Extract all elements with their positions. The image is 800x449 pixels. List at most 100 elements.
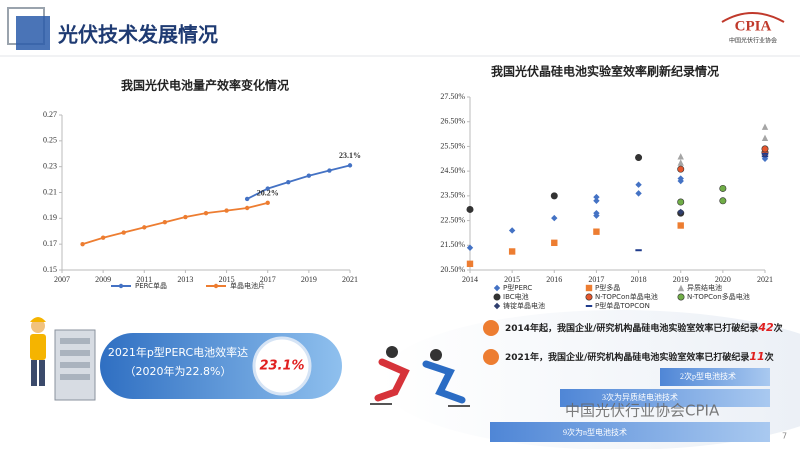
point	[677, 159, 684, 166]
pyramid-label: 3次为异质结电池技术	[602, 392, 678, 402]
record-count: 42	[757, 321, 774, 334]
record-badge	[483, 349, 499, 365]
point	[265, 186, 270, 191]
point	[286, 179, 291, 185]
record-text: 2014年起，我国企业/研究机构晶硅电池实验室效率已打破纪录	[505, 322, 758, 334]
x-tick-label: 2016	[546, 275, 562, 284]
point	[593, 228, 600, 235]
point	[761, 152, 769, 155]
y-tick-label: 0.19	[43, 213, 57, 222]
legend-label: P型多晶	[595, 283, 620, 292]
legend-swatch	[585, 293, 593, 301]
point	[347, 163, 353, 168]
y-tick-label: 27.50%	[440, 92, 465, 101]
series-line	[82, 201, 268, 246]
legend-swatch	[585, 284, 593, 292]
legend-swatch	[585, 305, 593, 307]
point	[203, 210, 209, 216]
y-tick-label: 0.15	[43, 265, 57, 274]
point	[327, 168, 332, 173]
point	[593, 209, 600, 217]
point	[508, 248, 516, 255]
y-tick-label: 0.17	[43, 239, 57, 248]
y-tick-label: 25.50%	[440, 141, 465, 150]
y-tick-label: 26.50%	[440, 117, 465, 126]
callout-text: 2021年p型PERC电池效率达	[108, 345, 248, 359]
y-tick-label: 0.21	[43, 187, 57, 196]
legend-label: N-TOPCon单晶电池	[595, 292, 658, 301]
point	[80, 241, 85, 247]
y-tick-label: 0.27	[43, 110, 57, 119]
pyramid-step	[560, 389, 770, 407]
point	[244, 205, 250, 211]
legend-label: P型单晶TOPCON	[595, 301, 650, 310]
point	[635, 154, 643, 162]
point	[719, 197, 727, 205]
record-unit: 次	[765, 351, 774, 363]
watermark: 中国光伏行业协会CPIA	[565, 402, 720, 420]
point	[551, 239, 558, 247]
point	[183, 214, 188, 220]
y-tick-label: 22.50%	[440, 215, 465, 224]
record-text: 2021年，我国企业/研究机构晶硅电池实验室效率已打破纪录	[505, 351, 749, 363]
callout-note: （2020年为22.8%）	[125, 364, 232, 378]
point	[466, 205, 474, 213]
x-tick-label: 2009	[95, 275, 111, 284]
legend-swatch	[677, 284, 685, 292]
pyramid-step	[490, 422, 770, 442]
logo-subtitle: 中国光伏行业协会	[729, 37, 777, 45]
point	[635, 249, 642, 252]
point	[635, 190, 642, 197]
point	[593, 193, 600, 201]
record-text: 2014年起，我国企业/研究机构晶硅电池实验室效率已打破纪录42次	[505, 321, 783, 334]
backdrop	[380, 310, 800, 449]
point	[142, 225, 147, 230]
x-tick-label: 2015	[504, 275, 520, 284]
x-tick-label: 2020	[715, 275, 731, 284]
pyramid-label: 9次为n型电池技术	[563, 427, 627, 437]
point	[677, 198, 685, 206]
point	[550, 192, 558, 200]
callout-circle	[252, 336, 312, 396]
x-tick-label: 2017	[260, 275, 276, 284]
y-tick-label: 21.50%	[440, 240, 465, 249]
x-tick-label: 2015	[219, 275, 235, 284]
point	[466, 260, 474, 268]
slide-title: 光伏技术发展情况	[57, 23, 218, 47]
x-tick-label: 2013	[177, 275, 193, 284]
x-tick-label: 2011	[136, 275, 152, 284]
point	[244, 196, 250, 202]
point	[761, 134, 769, 141]
legend-swatch	[493, 302, 501, 310]
point	[719, 184, 727, 192]
point	[677, 153, 684, 160]
legend-label: 铸锭单晶电池	[503, 301, 545, 310]
legend-label: 单晶电池片	[230, 281, 265, 290]
point	[306, 173, 312, 178]
legend-label: P型PERC	[503, 283, 532, 292]
legend-label: 异质结电池	[687, 283, 722, 292]
x-tick-label: 2021	[757, 275, 773, 284]
legend-label: N-TOPCon多晶电池	[687, 292, 750, 301]
data-label: 20.2%	[257, 189, 279, 198]
point	[224, 208, 229, 213]
y-tick-label: 0.25	[43, 136, 57, 145]
worker-icon	[30, 317, 96, 401]
callout-value: 23.1%	[259, 359, 304, 374]
point	[100, 235, 106, 240]
point	[121, 230, 126, 235]
scatter-chart: 我国光伏晶硅电池实验室效率刷新纪录情况 20.50% 21.50% 22.50% 23.…	[440, 64, 773, 311]
point	[635, 181, 642, 188]
y-tick-label: 24.50%	[440, 166, 465, 175]
x-tick-label: 2019	[673, 275, 689, 284]
record-text: 2021年，我国企业/研究机构晶硅电池实验室效率已打破纪录11次	[505, 350, 774, 363]
point	[761, 123, 769, 130]
record-count: 11	[749, 350, 764, 363]
x-tick-label: 2017	[588, 275, 604, 284]
point	[551, 214, 558, 222]
pyramid-step	[660, 368, 770, 386]
chart-title: 我国光伏电池量产效率变化情况	[121, 78, 289, 93]
point	[761, 155, 769, 158]
point	[761, 145, 769, 153]
